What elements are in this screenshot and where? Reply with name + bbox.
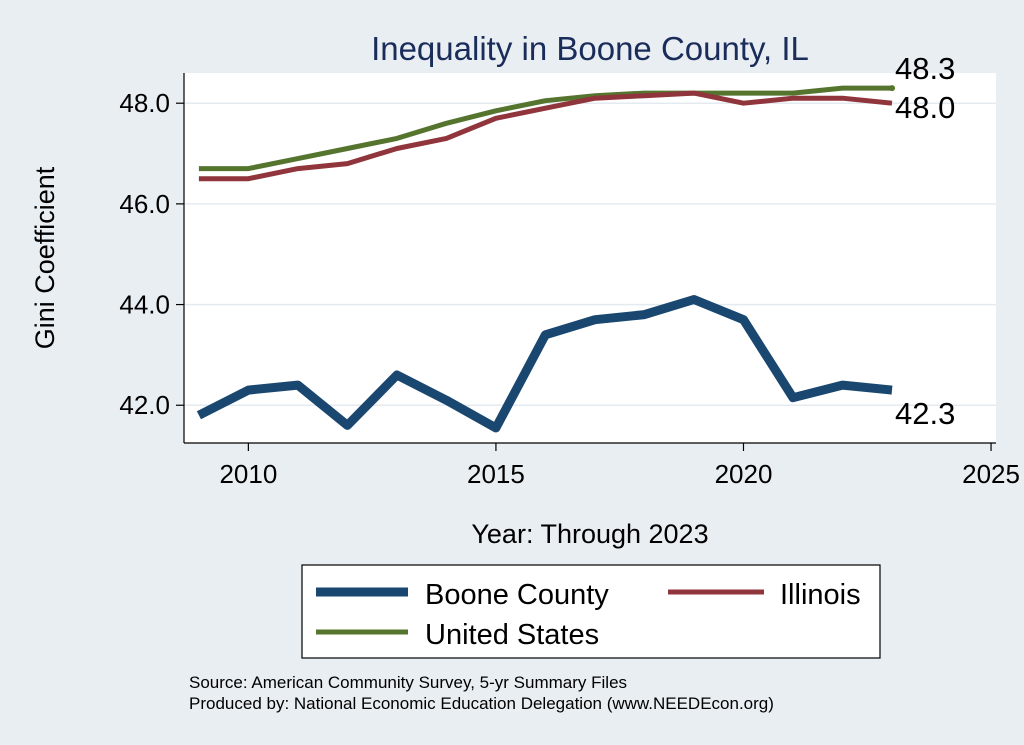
x-tick-label: 2015 — [467, 459, 525, 489]
legend-label-united-states: United States — [425, 619, 599, 651]
x-tick-label: 2020 — [715, 459, 773, 489]
line-chart: 42.0 44.0 46.0 48.0 2010 2015 2020 2025 42.3 48.… — [0, 0, 1024, 745]
y-tick-label: 44.0 — [119, 290, 170, 320]
end-label-united-states: 48.3 — [895, 51, 955, 86]
legend-label-illinois: Illinois — [780, 579, 861, 611]
y-tick-label: 48.0 — [119, 88, 170, 118]
legend-label-boone-county: Boone County — [425, 579, 609, 611]
legend: Boone County Illinois United States — [302, 565, 880, 658]
end-label-boone-county: 42.3 — [895, 396, 955, 431]
source-note: Source: American Community Survey, 5-yr … — [189, 673, 627, 692]
chart-title: Inequality in Boone County, IL — [371, 30, 809, 67]
y-tick-label: 42.0 — [119, 390, 170, 420]
produced-by-note: Produced by: National Economic Education… — [189, 694, 774, 713]
y-tick-label: 46.0 — [119, 189, 170, 219]
end-label-illinois: 48.0 — [895, 90, 955, 125]
y-axis-title: Gini Coefficient — [30, 166, 60, 349]
x-axis-title: Year: Through 2023 — [471, 519, 708, 549]
x-tick-label: 2025 — [962, 459, 1020, 489]
x-tick-label: 2010 — [219, 459, 277, 489]
